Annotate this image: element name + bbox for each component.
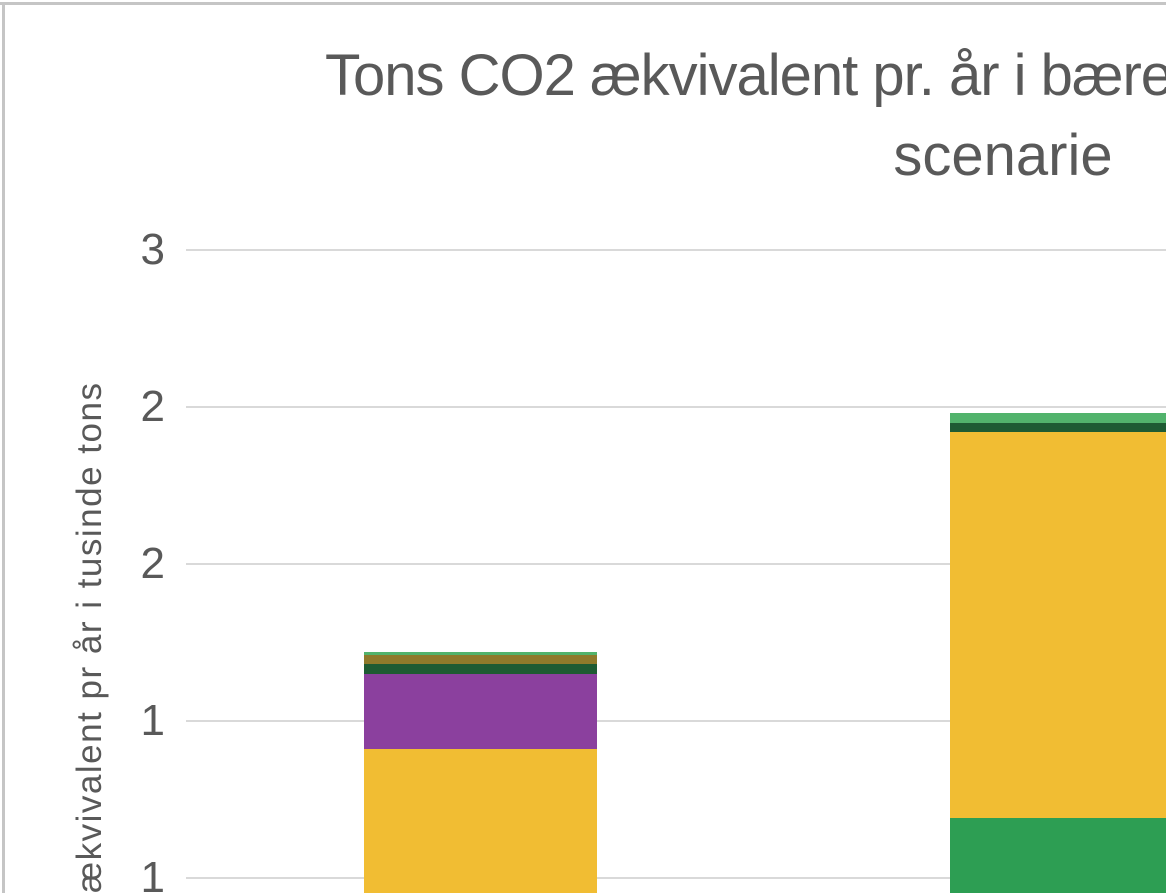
- bar-segment-purple: [364, 673, 597, 750]
- chart-title-line1: Tons CO2 ækvivalent pr. år i bære: [325, 43, 1166, 108]
- gridline: [186, 877, 1166, 879]
- gridline: [186, 720, 1166, 722]
- y-axis-title: ækvivalent pr år i tusinde tons: [70, 381, 109, 893]
- bar-segment-dark-green: [364, 664, 597, 674]
- bar-segment-green: [950, 818, 1166, 893]
- gridline: [186, 563, 1166, 565]
- chart-frame-border-left: [2, 2, 5, 893]
- y-tick-label: 2: [140, 382, 165, 431]
- bar-segment-yellow: [364, 749, 597, 893]
- gridline: [186, 406, 1166, 408]
- y-tick-label: 1: [140, 853, 165, 893]
- y-tick-label: 2: [140, 539, 165, 588]
- bar-segment-olive: [364, 655, 597, 665]
- bar-segment-yellow: [950, 432, 1166, 819]
- y-tick-label: 3: [140, 225, 165, 274]
- bar-segment-dark-green: [950, 422, 1166, 433]
- bar-segment-light-green: [364, 651, 597, 656]
- bar-segment-light-green: [950, 413, 1166, 423]
- chart-frame-border-top: [0, 2, 1166, 5]
- chart-title-line2: scenarie: [893, 123, 1113, 188]
- y-tick-label: 1: [140, 696, 165, 745]
- gridline: [186, 249, 1166, 251]
